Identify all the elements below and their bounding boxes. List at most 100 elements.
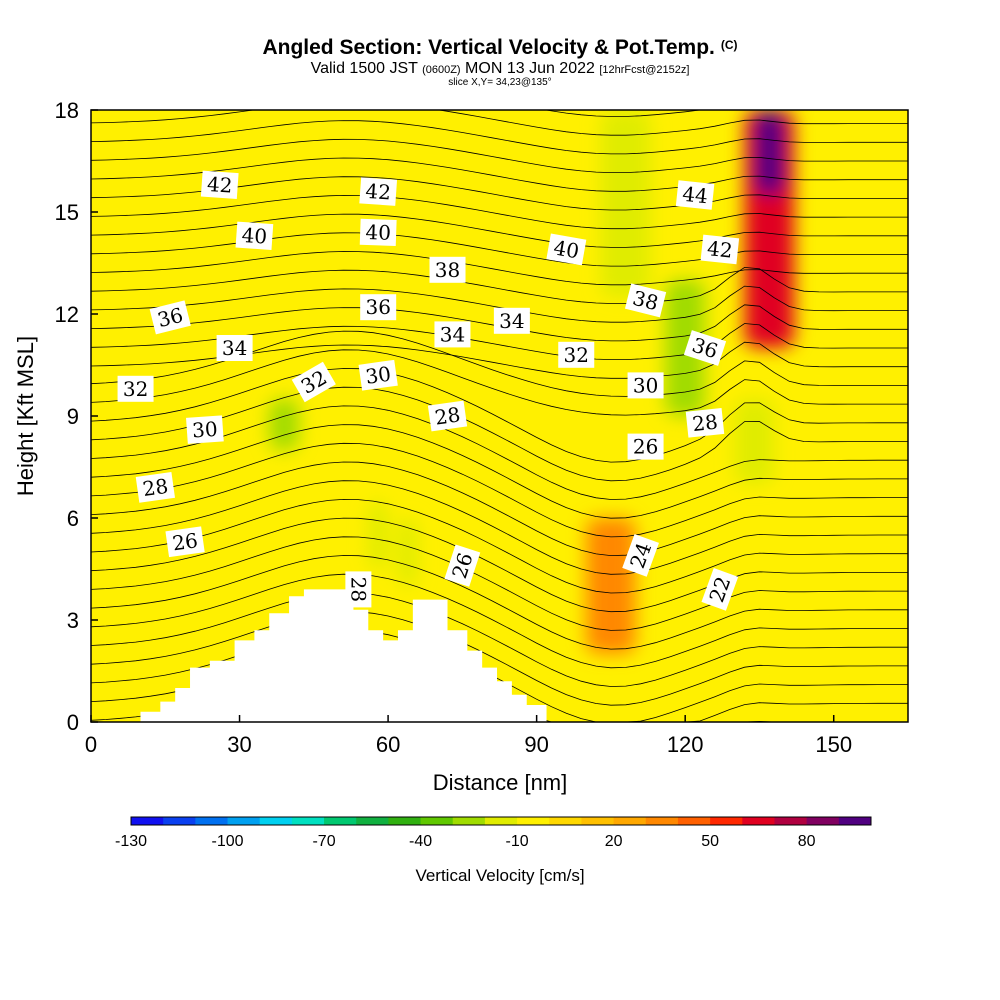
colorbar-tick-label: -40 bbox=[409, 833, 432, 850]
colorbar-swatch bbox=[613, 817, 647, 825]
contour-label: 40 bbox=[235, 221, 274, 251]
contour-label-box bbox=[493, 307, 530, 334]
contour-label-text: 34 bbox=[222, 336, 247, 360]
contour-label-box bbox=[558, 341, 595, 368]
contour-label-box bbox=[624, 283, 667, 318]
contour-label: 44 bbox=[675, 180, 715, 210]
contour-label: 30 bbox=[186, 415, 224, 444]
y-tick-label: 6 bbox=[67, 506, 79, 531]
contour-label-text: 42 bbox=[206, 172, 233, 198]
contour-label-text: 38 bbox=[435, 258, 460, 282]
theta-contour-line bbox=[91, 157, 908, 192]
x-tick-label: 90 bbox=[524, 732, 548, 757]
colorbar-swatch bbox=[195, 817, 229, 825]
contour-label-box bbox=[291, 361, 336, 403]
y-tick-label: 3 bbox=[67, 608, 79, 633]
contour-label: 38 bbox=[624, 283, 667, 318]
velocity-cell bbox=[734, 399, 775, 484]
contour-label: 38 bbox=[429, 256, 466, 283]
forecast-info: [12hrFcst@2152z] bbox=[599, 64, 690, 76]
contour-label-text: 36 bbox=[155, 303, 186, 332]
contour-label: 42 bbox=[200, 170, 239, 200]
contour-label-box bbox=[359, 177, 398, 206]
contour-label-box bbox=[434, 321, 471, 348]
colorbar-swatch bbox=[838, 817, 872, 825]
theta-contour-line bbox=[91, 138, 908, 173]
theta-contour-line bbox=[91, 498, 908, 594]
contour-label: 40 bbox=[359, 218, 397, 247]
contour-label-box bbox=[216, 335, 253, 361]
colorbar-swatch bbox=[131, 817, 164, 825]
theta-contour-line bbox=[91, 349, 908, 416]
contour-label: 36 bbox=[149, 300, 191, 335]
contour-label-box bbox=[622, 534, 659, 577]
theta-contour-line bbox=[91, 555, 908, 650]
contour-label-text: 40 bbox=[365, 220, 391, 245]
theta-contour-line bbox=[91, 213, 908, 248]
colorbar-swatch bbox=[806, 817, 840, 825]
contour-label-box bbox=[117, 375, 154, 402]
x-axis-label: Distance [nm] bbox=[433, 770, 568, 795]
contour-label-text: 44 bbox=[681, 182, 709, 209]
contour-label-text: 36 bbox=[365, 295, 390, 319]
theta-contour-line bbox=[91, 386, 908, 482]
colorbar-tick-label: -10 bbox=[506, 833, 529, 850]
theta-contour-line bbox=[91, 232, 908, 267]
colorbar-swatch bbox=[549, 817, 582, 825]
chart-title-main: Angled Section: Vertical Velocity & Pot.… bbox=[262, 36, 715, 59]
contour-label: 42 bbox=[700, 234, 740, 265]
colorbar-swatch bbox=[356, 817, 389, 825]
theta-contour-line bbox=[91, 480, 908, 575]
colorbar-tick-label: -130 bbox=[115, 833, 147, 850]
theta-contour-line bbox=[91, 536, 908, 631]
contour-label-text: 30 bbox=[633, 373, 658, 397]
x-tick-label: 0 bbox=[85, 732, 97, 757]
contour-label-box bbox=[546, 233, 587, 266]
colorbar-swatch bbox=[581, 817, 615, 825]
theta-contour-line bbox=[91, 368, 908, 463]
y-axis: 0 3 6 9 12 15 18 bbox=[55, 98, 98, 735]
contour-label-box bbox=[359, 218, 397, 247]
contour-label: 36 bbox=[360, 294, 397, 321]
contour-label-box bbox=[700, 234, 740, 265]
colorbar-swatch bbox=[677, 817, 711, 825]
valid-date: MON 13 Jun 2022 bbox=[465, 60, 595, 77]
theta-contour-line bbox=[91, 442, 908, 538]
y-tick-label: 15 bbox=[55, 200, 79, 225]
theta-contour-line bbox=[91, 120, 908, 155]
theta-contour-line bbox=[91, 251, 908, 286]
contour-label: 28 bbox=[685, 407, 725, 438]
contour-label-box bbox=[429, 256, 466, 283]
chart-title: Angled Section: Vertical Velocity & Pot.… bbox=[0, 36, 1000, 60]
valid-time-utc: (0600Z) bbox=[422, 64, 461, 76]
contour-label: 30 bbox=[358, 359, 398, 391]
colorbar-swatch bbox=[710, 817, 743, 825]
x-tick-label: 150 bbox=[815, 732, 852, 757]
contour-label-text: 32 bbox=[123, 377, 148, 401]
contour-label-box bbox=[444, 544, 481, 587]
colorbar-tick-label: -70 bbox=[312, 833, 335, 850]
slice-info: slice X,Y= 34,23@135° bbox=[448, 77, 552, 88]
contour-label-text: 34 bbox=[440, 322, 465, 346]
contour-label-box bbox=[685, 407, 725, 438]
contour-label: 26 bbox=[444, 544, 481, 587]
velocity-cell bbox=[368, 501, 389, 569]
contour-label: 34 bbox=[216, 335, 253, 361]
colorbar-tick-label: -100 bbox=[212, 833, 244, 850]
contour-label-text: 28 bbox=[346, 577, 370, 602]
contour-label-text: 28 bbox=[141, 474, 170, 501]
colorbar-swatch bbox=[742, 817, 775, 825]
contour-label: 32 bbox=[558, 341, 595, 368]
contour-label-text: 26 bbox=[171, 528, 200, 555]
contour-label-box bbox=[627, 433, 664, 460]
y-tick-label: 0 bbox=[67, 710, 79, 735]
colorbar-frame bbox=[130, 816, 872, 826]
contour-label: 34 bbox=[434, 321, 471, 348]
velocity-field bbox=[269, 110, 795, 654]
velocity-cell bbox=[586, 518, 636, 654]
colorbar-swatch bbox=[484, 817, 518, 825]
velocity-cell bbox=[754, 110, 785, 195]
x-tick-label: 60 bbox=[376, 732, 400, 757]
theta-contour-line bbox=[91, 405, 908, 500]
